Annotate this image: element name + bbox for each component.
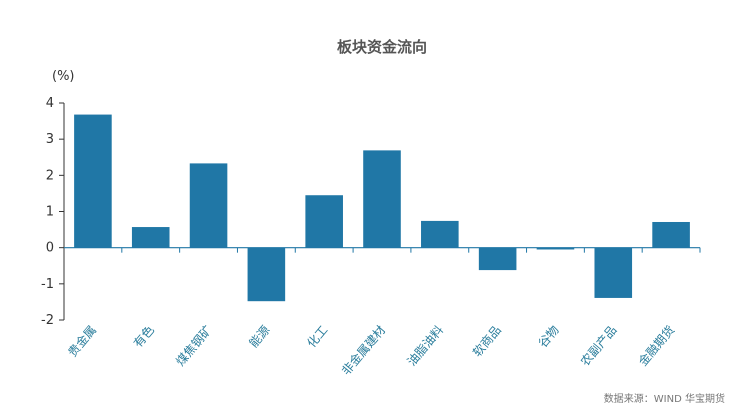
- bar: [74, 114, 112, 248]
- bar: [652, 221, 690, 248]
- bars: [74, 114, 690, 302]
- bar: [536, 247, 575, 250]
- y-tick-label: -2: [41, 313, 54, 328]
- y-axis-ticks: 4 3 2 1 0 -1 -2: [41, 96, 64, 328]
- bar: [421, 220, 459, 248]
- y-tick-label: 1: [46, 205, 54, 220]
- y-tick-label: 0: [46, 241, 54, 256]
- y-tick-label: 3: [46, 132, 54, 147]
- x-tick-label: 软商品: [469, 322, 504, 359]
- bar: [478, 247, 517, 271]
- source-note: 数据来源：WIND 华宝期货: [604, 392, 725, 405]
- x-tick-label: 油脂油料: [404, 322, 446, 368]
- bar: [363, 150, 401, 248]
- bar: [594, 247, 633, 298]
- bar: [305, 195, 343, 248]
- x-tick-label: 农副产品: [578, 323, 620, 369]
- x-tick-label: 化工: [304, 323, 330, 350]
- chart-title: 板块资金流向: [337, 38, 427, 56]
- bar: [189, 163, 228, 248]
- y-tick-label: -1: [41, 277, 54, 292]
- y-tick-label: 2: [46, 168, 54, 183]
- y-axis-unit: (%): [52, 69, 75, 84]
- x-tick-label: 金融期货: [635, 322, 677, 368]
- bar: [247, 247, 286, 302]
- bar: [131, 227, 170, 248]
- x-tick-label: 能源: [247, 323, 273, 350]
- x-tick-label: 贵金属: [65, 322, 100, 359]
- x-tick-label: 有色: [131, 323, 157, 350]
- x-tick-label: 谷物: [536, 323, 562, 350]
- x-tick-label: 非金属建材: [338, 322, 388, 378]
- y-tick-label: 4: [46, 96, 54, 111]
- x-tick-label: 煤焦钢矿: [173, 323, 215, 369]
